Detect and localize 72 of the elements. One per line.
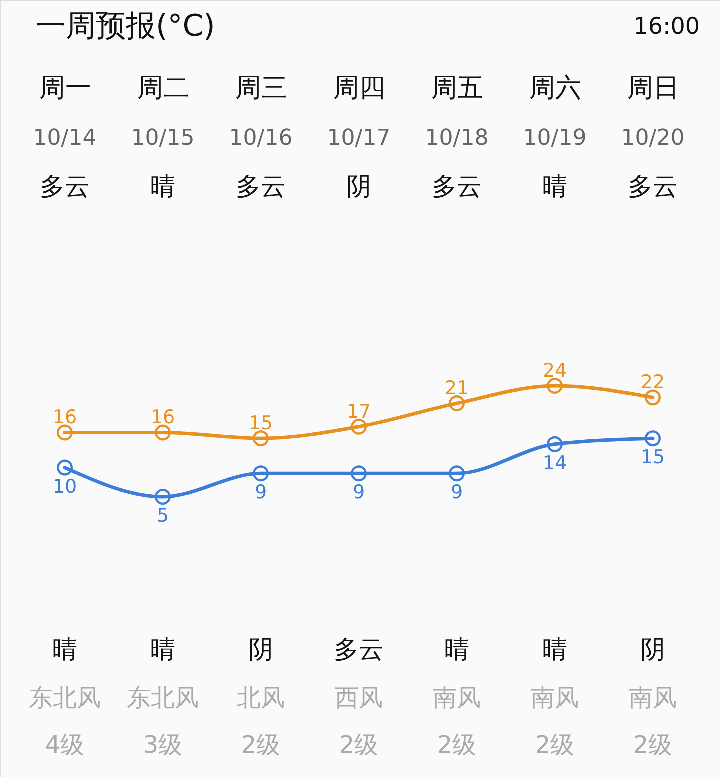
point — [253, 430, 269, 447]
point — [351, 418, 367, 435]
text: 16:00 — [634, 14, 700, 40]
chart-title: 一周预报(°C) — [36, 9, 216, 44]
x-tick-label: 周一 — [40, 74, 92, 104]
text: 晴 — [542, 635, 568, 664]
text: 晴 — [444, 635, 470, 664]
text: 10/17 — [327, 126, 391, 151]
text: 10/20 — [621, 126, 685, 151]
text: 阴 — [640, 635, 666, 664]
text: 10/16 — [229, 126, 293, 151]
text: 3级 — [143, 731, 183, 759]
text: 南风 — [531, 684, 579, 712]
text: 10/19 — [523, 126, 587, 151]
x-tick-label: 周六 — [530, 74, 582, 104]
point — [57, 460, 73, 476]
data-label: 21 — [444, 378, 470, 400]
text: 2级 — [241, 731, 281, 759]
text: 西风 — [335, 684, 383, 712]
text: 晴 — [542, 172, 568, 201]
x-tick-label: 周二 — [138, 74, 190, 104]
data-label: 9 — [352, 482, 366, 504]
text: 阴 — [346, 172, 372, 201]
data-label: 14 — [542, 452, 568, 474]
point — [449, 466, 465, 482]
text: 多云 — [432, 172, 482, 201]
text: 10/18 — [425, 126, 489, 151]
x-tick-label: 周四 — [334, 74, 386, 104]
point — [155, 489, 171, 505]
text: 2级 — [633, 731, 673, 759]
point — [351, 466, 367, 482]
x-tick-label: 周日 — [628, 74, 680, 104]
data-label: 15 — [248, 412, 274, 435]
text: 10/14 — [33, 126, 97, 151]
point — [253, 466, 269, 482]
text: 南风 — [629, 684, 677, 712]
data-label: 16 — [150, 406, 176, 429]
point — [57, 424, 73, 441]
data-label: 5 — [156, 505, 170, 527]
x-tick-label: 周三 — [236, 74, 288, 104]
data-label: 15 — [640, 446, 666, 469]
data-label: 24 — [542, 360, 568, 382]
text: 阴 — [248, 635, 274, 664]
data-label: 17 — [346, 400, 372, 423]
text: 多云 — [236, 172, 286, 201]
text: 多云 — [334, 635, 384, 664]
data-label: 9 — [450, 482, 464, 504]
text: 晴 — [52, 635, 78, 664]
text: 多云 — [40, 172, 90, 201]
text: 2级 — [339, 731, 379, 759]
text: 4级 — [45, 731, 85, 759]
text: 多云 — [628, 172, 678, 201]
data-label: 22 — [640, 372, 666, 394]
point — [547, 378, 563, 394]
point — [645, 430, 661, 447]
text: 2级 — [437, 731, 477, 759]
text: 晴 — [150, 635, 176, 664]
text: 南风 — [433, 684, 481, 712]
text: 10/15 — [131, 126, 195, 151]
data-label: 9 — [254, 482, 268, 504]
data-label: 10 — [52, 476, 78, 498]
point — [155, 424, 171, 441]
point — [547, 436, 563, 452]
data-label: 16 — [52, 406, 78, 429]
point — [449, 396, 465, 412]
text: 2级 — [535, 731, 575, 759]
x-tick-label: 周五 — [432, 74, 484, 104]
text: 晴 — [150, 172, 176, 201]
point — [645, 390, 661, 406]
text: 东北风 — [29, 684, 101, 712]
text: 北风 — [237, 684, 285, 712]
text: 东北风 — [127, 684, 199, 712]
